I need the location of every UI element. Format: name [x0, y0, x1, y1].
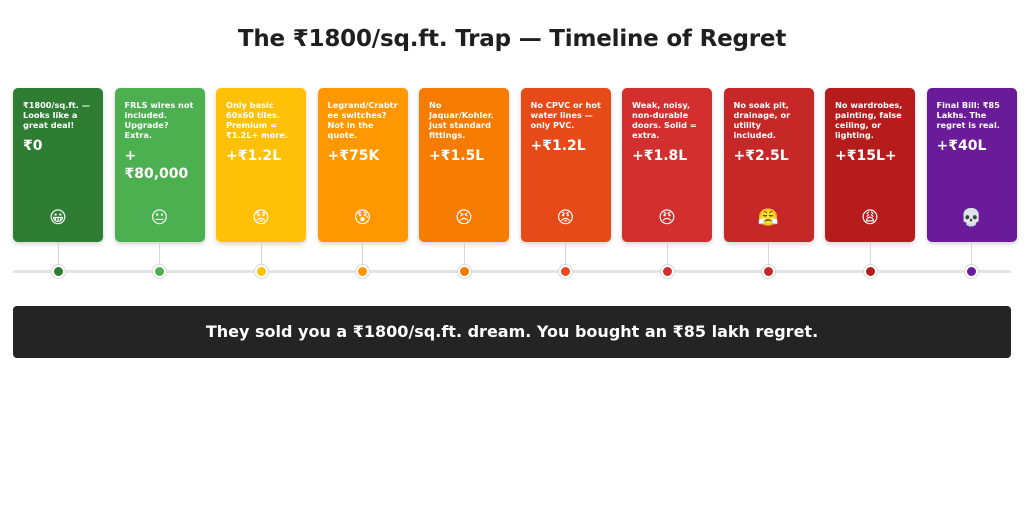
stage-amount: +₹1.2L [226, 148, 282, 164]
stage-card-5: No Jaquar/Kohler. Just standard fittings… [419, 88, 509, 242]
stage-amount: +₹75K [327, 148, 380, 164]
emoji-icon: 😡 [556, 208, 575, 228]
timeline-dot-5 [457, 265, 471, 278]
timeline-dot-7 [660, 265, 674, 278]
stage-card-6: No CPVC or hot water lines — only PVC. +₹… [520, 88, 611, 242]
stage-card-8: No soak pit, drainage, or utility includ… [723, 88, 814, 242]
stage-description: No soak pit, drainage, or utility includ… [733, 100, 791, 140]
emoji-icon: 😰 [353, 208, 372, 228]
stage-card-9: No wardrobes, painting, false ceiling, o… [825, 88, 915, 242]
stage-card-4: Legrand/Crabtree switches? Not in the qu… [317, 88, 408, 242]
timeline-dot-2 [153, 265, 166, 278]
timeline-connector [159, 242, 160, 264]
stage-card-3: Only basic 60x60 tiles. Premium = ₹1.2L+… [216, 88, 306, 242]
emoji-icon: 💀 [960, 208, 983, 228]
emoji-icon: 😩 [861, 208, 879, 228]
stage-amount: +₹1.8L [632, 148, 688, 164]
stage-card-1: ₹1800/sq.ft. — Looks like a great deal! ₹… [13, 88, 103, 242]
emoji-icon: 😀 [49, 208, 67, 228]
stage-amount: +₹40L [936, 138, 987, 154]
timeline-connector [463, 242, 465, 264]
timeline-connector [57, 242, 59, 264]
timeline-connector [971, 242, 972, 264]
stage-description: No Jaquar/Kohler. Just standard fittings… [429, 100, 494, 140]
stage-description: Legrand/Crabtree switches? Not in the qu… [327, 100, 398, 140]
timeline-dot-10 [965, 265, 978, 278]
stage-description: No wardrobes, painting, false ceiling, o… [835, 100, 903, 140]
stage-card-7: Weak, noisy, non-durable doors. Solid = … [622, 88, 712, 242]
timeline-connector [362, 242, 363, 264]
page-title: The ₹1800/sq.ft. Trap — Timeline of Regr… [237, 26, 787, 52]
stage-amount: +₹80,000 [124, 148, 189, 182]
stage-amount: +₹2.5L [733, 148, 789, 164]
timeline-dot-9 [863, 265, 877, 278]
timeline-dot-8 [762, 265, 775, 278]
timeline-connector [666, 242, 668, 264]
emoji-icon: 😠 [658, 208, 676, 228]
timeline-dot-3 [254, 265, 268, 278]
timeline-cards: ₹1800/sq.ft. — Looks like a great deal! ₹… [13, 88, 1017, 242]
stage-description: ₹1800/sq.ft. — Looks like a great deal! [23, 100, 90, 130]
emoji-icon: 😐 [150, 208, 169, 228]
timeline-connector [565, 242, 566, 264]
stage-amount: +₹1.5L [429, 148, 485, 164]
emoji-icon: 😤 [757, 208, 780, 228]
stage-description: No CPVC or hot water lines — only PVC. [530, 100, 601, 130]
timeline-track [13, 270, 1011, 273]
timeline-dot-4 [356, 265, 369, 278]
stage-card-10: Final Bill: ₹85 Lakhs. The regret is rea… [926, 88, 1017, 242]
stage-card-2: FRLS wires not included. Upgrade? Extra.… [114, 88, 205, 242]
stage-description: Final Bill: ₹85 Lakhs. The regret is rea… [936, 100, 1000, 130]
emoji-icon: 😟 [252, 208, 270, 228]
timeline-dot-6 [559, 265, 572, 278]
timeline-dot-1 [51, 265, 65, 278]
stage-description: Weak, noisy, non-durable doors. Solid = … [632, 100, 697, 140]
stage-amount: +₹15L+ [835, 148, 897, 164]
stage-description: FRLS wires not included. Upgrade? Extra. [124, 100, 194, 140]
emoji-icon: 😣 [455, 208, 473, 228]
stage-amount: +₹1.2L [530, 138, 586, 154]
stage-description: Only basic 60x60 tiles. Premium = ₹1.2L+… [226, 100, 288, 140]
timeline-connector [260, 242, 262, 264]
timeline-connector [768, 242, 769, 264]
stage-amount: ₹0 [23, 138, 43, 154]
timeline-connector [869, 242, 871, 264]
summary-banner: They sold you a ₹1800/sq.ft. dream. You … [13, 306, 1011, 358]
